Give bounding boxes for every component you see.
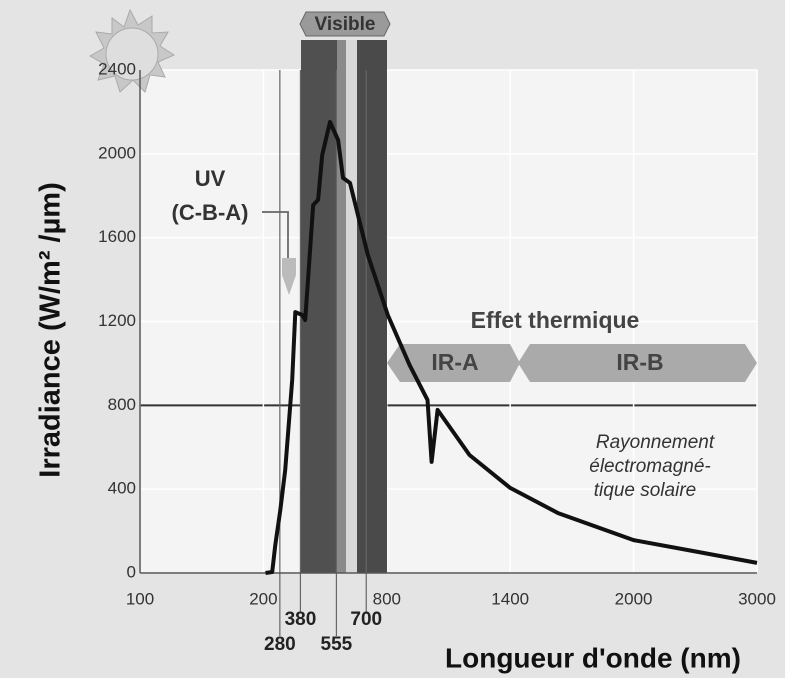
annotation: (C-B-A) (172, 200, 249, 225)
visible-band (301, 40, 387, 573)
annotation: électromagné- (589, 456, 710, 477)
annotation: Effet thermique (471, 307, 640, 333)
y-tick-label: 2400 (98, 59, 136, 78)
x-tick-label: 100 (126, 589, 154, 608)
band-mid (337, 40, 346, 573)
chart: Visible UV (C-B-A) Effet thermique IR-A … (0, 0, 785, 678)
x-tick-label: 1400 (491, 589, 529, 608)
annotation: Rayonnement (596, 432, 715, 453)
wavelength-label: 380 (285, 609, 317, 630)
y-axis-label: Irradiance (W/m² /µm) (35, 182, 67, 477)
x-tick-label: 2000 (615, 589, 653, 608)
annotation: tique solaire (594, 480, 696, 501)
band-light (346, 40, 357, 573)
y-tick-label: 1600 (98, 227, 136, 246)
wavelength-label: 280 (264, 634, 296, 655)
y-tick-label: 0 (127, 562, 136, 581)
y-tick-label: 400 (108, 479, 136, 498)
y-tick-label: 800 (108, 395, 136, 414)
annotation: IR-A (431, 349, 478, 375)
band-dark (357, 40, 387, 573)
x-tick-label: 200 (249, 589, 277, 608)
annotation: IR-B (616, 349, 663, 375)
x-tick-label: 3000 (738, 589, 776, 608)
annotation: Visible (315, 14, 376, 35)
y-tick-label: 2000 (98, 143, 136, 162)
x-axis-label: Longueur d'onde (nm) (445, 642, 741, 673)
y-tick-label: 1200 (98, 311, 136, 330)
annotation: UV (195, 166, 226, 191)
wavelength-label: 555 (321, 634, 353, 655)
x-tick-label: 800 (373, 589, 401, 608)
wavelength-label: 700 (350, 609, 382, 630)
